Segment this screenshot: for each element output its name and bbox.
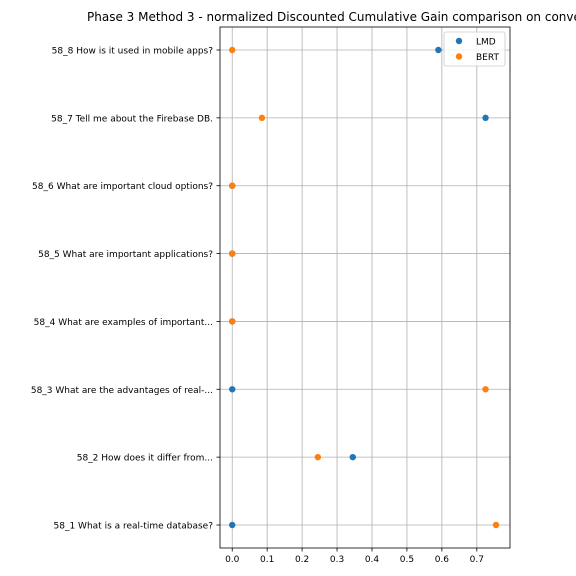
lmd-point — [482, 114, 489, 122]
x-tick-label: 0.5 — [400, 555, 414, 565]
bert-point — [229, 318, 236, 325]
legend: LMD BERT — [443, 31, 506, 67]
legend-marker — [455, 37, 463, 45]
y-tick-label: 58_3 What are the advantages of real-... — [31, 386, 213, 396]
legend-label: LMD — [476, 38, 496, 48]
bert-point — [314, 453, 322, 461]
lmd-point — [435, 46, 442, 54]
x-tick-label: 0.4 — [365, 555, 380, 565]
x-tick-label: 0.3 — [330, 555, 344, 565]
lmd-point — [349, 453, 356, 461]
x-tick-label: 0.6 — [435, 555, 450, 565]
bert-point — [229, 182, 236, 189]
legend-marker — [455, 53, 463, 60]
x-tick-label: 0.0 — [225, 555, 240, 565]
y-tick-label: 58_5 What are important applications? — [38, 250, 213, 260]
chart-title: Phase 3 Method 3 - normalized Discounted… — [87, 10, 576, 24]
lmd-point — [229, 521, 236, 529]
y-tick-label: 58_6 What are important cloud options? — [32, 182, 213, 192]
y-tick-label: 58_1 What is a real-time database? — [54, 522, 214, 532]
bert-point — [482, 386, 489, 393]
lmd-point — [229, 386, 236, 393]
y-axis: 58_1 What is a real-time database? 58_2 H… — [31, 47, 220, 532]
plot-frame — [219, 26, 511, 549]
bert-point — [492, 521, 500, 529]
y-tick-label: 58_2 How does it differ from... — [77, 454, 213, 464]
grid-lines — [220, 27, 510, 548]
x-axis: 0.0 0.1 0.2 0.3 0.4 0.5 0.6 0.7 — [225, 548, 484, 565]
y-tick-label: 58_8 How is it used in mobile apps? — [52, 47, 214, 57]
x-tick-label: 0.1 — [260, 555, 274, 565]
bert-point — [229, 46, 236, 54]
bert-point — [258, 114, 266, 122]
bert-point — [229, 250, 236, 257]
legend-label: BERT — [476, 53, 499, 63]
x-tick-label: 0.2 — [295, 555, 309, 565]
x-tick-label: 0.7 — [470, 555, 484, 565]
data-points — [229, 46, 500, 529]
y-tick-label: 58_7 Tell me about the Firebase DB. — [51, 114, 213, 124]
y-tick-label: 58_4 What are examples of important... — [34, 318, 213, 328]
